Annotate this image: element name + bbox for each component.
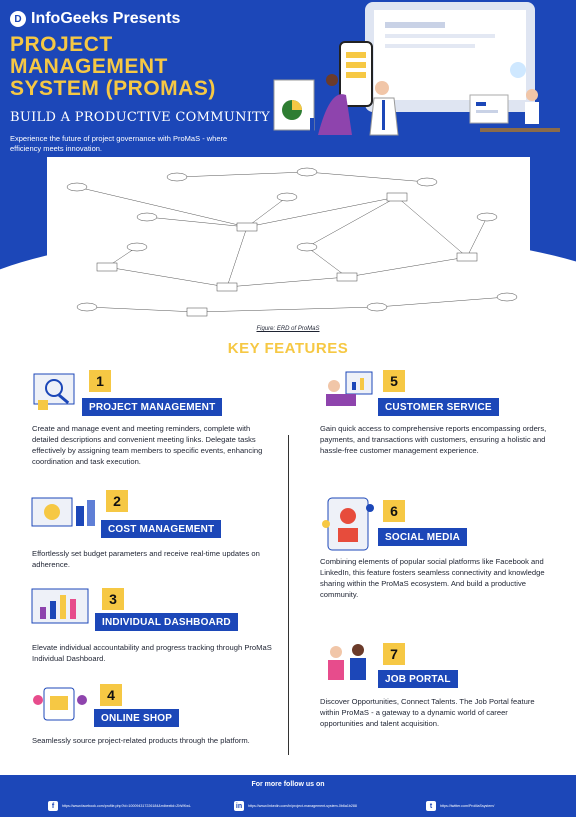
feature-number: 4 <box>100 684 122 706</box>
feature-number: 1 <box>89 370 111 392</box>
footer-title: For more follow us on <box>251 781 325 788</box>
title-line: PROJECT <box>10 33 113 56</box>
feature-number: 3 <box>102 588 124 610</box>
twitter-url[interactable]: https://twitter.com/ProMaSsystem/ <box>440 804 495 808</box>
feature-desc: Create and manage event and meeting remi… <box>32 424 263 466</box>
title-line: MANAGEMENT <box>10 55 168 78</box>
twitter-link[interactable]: t https://twitter.com/ProMaSsystem/ <box>426 801 494 811</box>
key-features-title: KEY FEATURES <box>227 340 349 357</box>
online-shop-icon <box>33 687 87 721</box>
facebook-link[interactable]: f https://www.facebook.com/profile.php?i… <box>48 801 191 811</box>
feature-desc: Discover Opportunities, Connect Talents.… <box>320 697 535 728</box>
job-portal-icon <box>328 644 366 680</box>
feature-number: 7 <box>383 643 405 665</box>
feature-desc: Combining elements of popular social pla… <box>320 557 545 599</box>
customer-service-icon <box>326 371 373 406</box>
feature-label-individual-dashboard: INDIVIDUAL DASHBOARD <box>95 613 238 631</box>
linkedin-link[interactable]: in https://www.linkedin.com/in/project-m… <box>234 801 357 811</box>
social-media-icon <box>322 497 374 551</box>
linkedin-url[interactable]: https://www.linkedin.com/in/project-mana… <box>248 804 357 808</box>
erd-diagram <box>47 157 530 323</box>
feature-desc: Seamlessly source project-related produc… <box>32 736 250 745</box>
facebook-url[interactable]: https://www.facebook.com/profile.php?id=… <box>62 804 191 808</box>
project-management-icon <box>33 373 75 410</box>
tagline: Experience the future of project governa… <box>10 134 228 153</box>
twitter-icon: t <box>426 801 436 811</box>
page-title: PROJECT MANAGEMENT SYSTEM (PROMAS) <box>10 34 270 100</box>
title-line: SYSTEM (PROMAS) <box>10 77 216 100</box>
feature-label-project-management: PROJECT MANAGEMENT <box>82 398 223 416</box>
brand: D InfoGeeks Presents <box>10 10 180 28</box>
feature-desc: Gain quick access to comprehensive repor… <box>320 424 547 455</box>
feature-number: 5 <box>383 370 405 392</box>
linkedin-icon: in <box>234 801 244 811</box>
feature-label-social-media: SOCIAL MEDIA <box>378 528 467 546</box>
feature-label-online-shop: ONLINE SHOP <box>94 709 180 727</box>
feature-number: 6 <box>383 500 405 522</box>
feature-desc: Elevate individual accountability and pr… <box>32 643 272 663</box>
footer: For more follow us on f https://www.face… <box>0 775 576 817</box>
infogeeks-logo-icon: D <box>10 11 26 27</box>
column-divider <box>288 435 289 755</box>
feature-number: 2 <box>106 490 128 512</box>
subtitle: BUILD A PRODUCTIVE COMMUNITY <box>10 110 271 125</box>
hero-illustration <box>273 2 560 136</box>
individual-dashboard-icon <box>31 588 89 624</box>
feature-label-job-portal: JOB PORTAL <box>378 670 458 688</box>
feature-desc: Effortlessly set budget parameters and r… <box>32 549 260 569</box>
brand-name: InfoGeeks Presents <box>31 10 181 27</box>
cost-management-icon <box>31 497 95 527</box>
feature-label-customer-service: CUSTOMER SERVICE <box>378 398 499 416</box>
feature-label-cost-management: COST MANAGEMENT <box>101 520 222 538</box>
erd-caption: Figure: ERD of ProMaS <box>256 326 320 332</box>
facebook-icon: f <box>48 801 58 811</box>
